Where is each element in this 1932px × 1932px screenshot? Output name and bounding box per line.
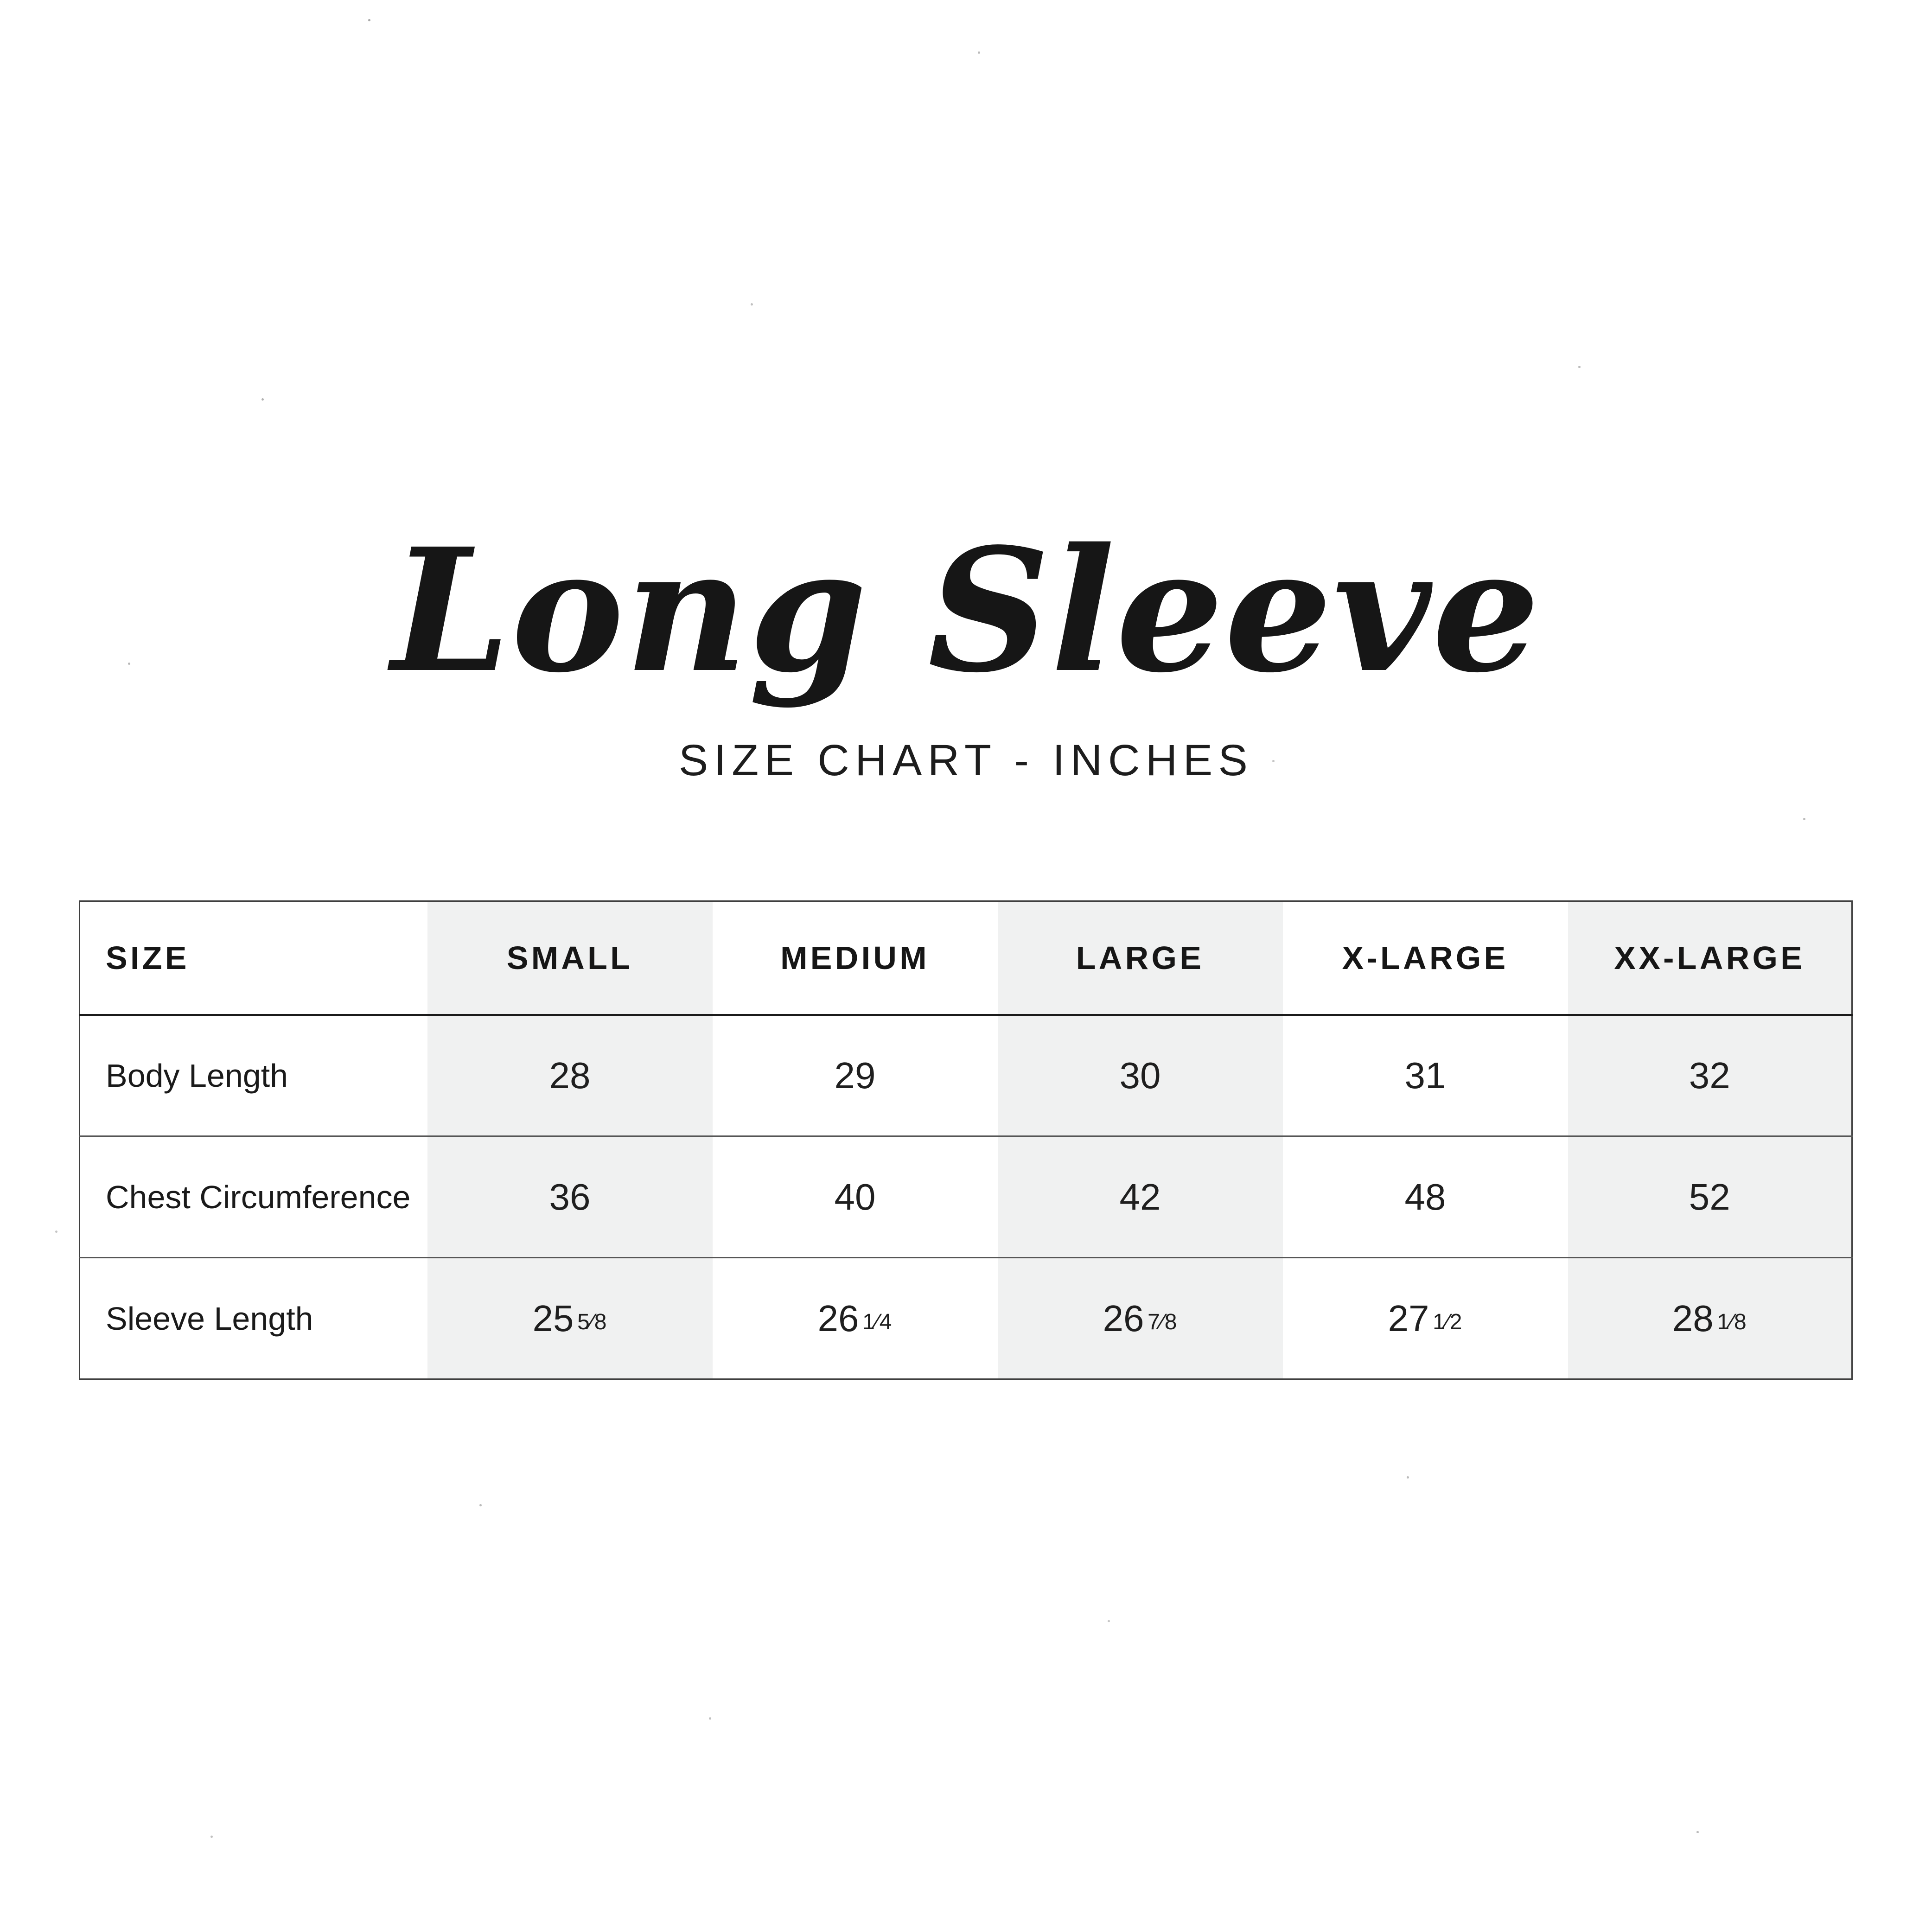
cell-sleeve-large: 26 7⁄8 <box>997 1257 1283 1379</box>
value-text: 32 <box>1689 1054 1730 1096</box>
value-text: 52 <box>1689 1176 1730 1218</box>
column-header-small: SMALL <box>427 901 713 1015</box>
value-text: 31 <box>1404 1054 1446 1096</box>
value-fraction: 5⁄8 <box>577 1310 607 1335</box>
cell-chest-xx-large: 52 <box>1568 1136 1852 1258</box>
cell-chest-large: 42 <box>997 1136 1283 1258</box>
value-fraction: 7⁄8 <box>1148 1310 1178 1335</box>
cell-body-length-large: 30 <box>997 1014 1283 1136</box>
column-header-large: LARGE <box>997 901 1283 1015</box>
column-header-xx-large: XX-LARGE <box>1568 901 1852 1015</box>
page-subtitle: SIZE CHART - INCHES <box>678 736 1254 785</box>
table-row-sleeve-length: Sleeve Length 25 5⁄8 26 1⁄4 26 7⁄8 27 1⁄2 28… <box>79 1257 1852 1379</box>
table-row-body-length: Body Length 28 29 30 31 32 <box>80 1014 1852 1136</box>
value-text: 25 <box>532 1297 574 1339</box>
cell-sleeve-small: 25 5⁄8 <box>427 1257 713 1379</box>
column-header-x-large: X-LARGE <box>1342 939 1509 976</box>
table-row-chest-circumference: Chest Circumference 36 40 42 48 52 <box>79 1136 1852 1258</box>
cell-body-length-x-large: 31 <box>1283 1015 1568 1136</box>
value-text: 48 <box>1404 1176 1446 1218</box>
value-text: 28 <box>549 1054 591 1096</box>
cell-sleeve-xx-large: 28 1⁄8 <box>1568 1257 1852 1379</box>
value-fraction: 1⁄8 <box>1717 1310 1747 1335</box>
column-header-size: SIZE <box>106 939 190 976</box>
value-text: 30 <box>1119 1054 1161 1096</box>
cell-body-length-medium: 29 <box>713 1015 998 1136</box>
cell-sleeve-x-large: 27 1⁄2 <box>1283 1258 1568 1379</box>
page-title: Long Sleeve <box>391 511 1541 710</box>
value-text: 26 <box>817 1297 859 1339</box>
value-text: 26 <box>1103 1297 1144 1339</box>
value-fraction: 1⁄4 <box>862 1310 893 1335</box>
value-text: 29 <box>834 1054 876 1096</box>
row-label-chest-circumference: Chest Circumference <box>106 1179 411 1215</box>
value-text: 27 <box>1388 1297 1429 1339</box>
table-header-row: SIZE SMALL MEDIUM LARGE X-LARGE XX-LARGE <box>79 901 1852 1015</box>
cell-body-length-small: 28 <box>427 1014 713 1136</box>
cell-sleeve-medium: 26 1⁄4 <box>713 1258 998 1379</box>
row-label-body-length: Body Length <box>106 1057 288 1094</box>
row-label-sleeve-length: Sleeve Length <box>106 1300 313 1337</box>
cell-chest-x-large: 48 <box>1283 1136 1568 1258</box>
value-text: 36 <box>549 1176 591 1218</box>
column-header-medium: MEDIUM <box>780 939 930 976</box>
cell-chest-medium: 40 <box>713 1136 998 1258</box>
value-fraction: 1⁄2 <box>1433 1310 1463 1335</box>
value-text: 40 <box>834 1176 876 1218</box>
value-text: 28 <box>1672 1297 1714 1339</box>
value-text: 42 <box>1119 1176 1161 1218</box>
size-chart-table: SIZE SMALL MEDIUM LARGE X-LARGE XX-LARGE… <box>79 900 1853 1380</box>
cell-chest-small: 36 <box>427 1136 713 1258</box>
background-speckles <box>0 0 1 1</box>
cell-body-length-xx-large: 32 <box>1568 1014 1852 1136</box>
